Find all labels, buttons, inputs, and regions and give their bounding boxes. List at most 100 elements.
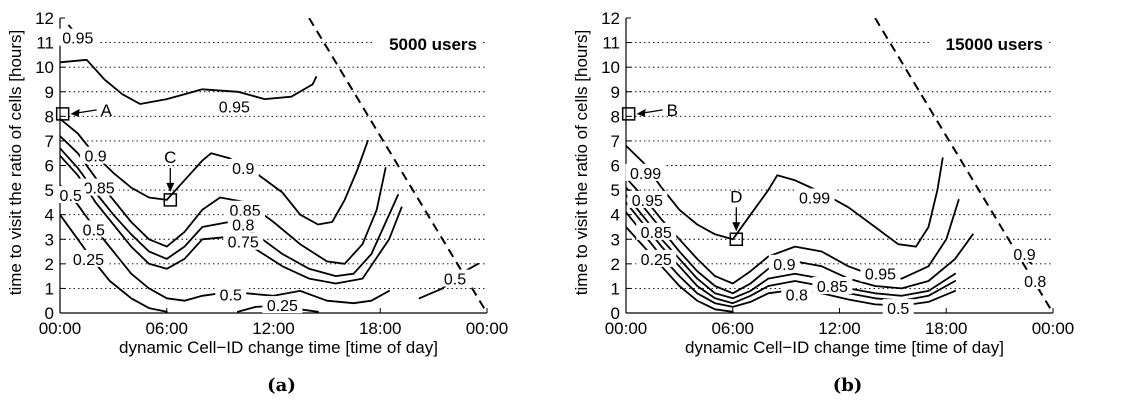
contour-line — [60, 213, 168, 313]
marker-label: A — [101, 101, 113, 120]
marker-arrowhead — [636, 108, 646, 117]
contour-line — [60, 147, 399, 278]
contour-line — [626, 144, 944, 248]
contour-label: 0.9 — [1013, 247, 1035, 264]
y-tick-label: 11 — [602, 34, 620, 53]
x-axis-label: dynamic Cell−ID change time [time of day… — [119, 338, 438, 357]
y-tick-label: 0 — [45, 304, 54, 323]
contour-line — [626, 226, 734, 313]
contour-label: 0.9 — [232, 161, 254, 178]
marker-label: D — [730, 187, 742, 206]
contour-label: 0.8 — [1024, 274, 1046, 291]
contour-label-background — [227, 215, 259, 233]
y-tick-label: 2 — [611, 255, 620, 274]
contour-label: 0.9 — [84, 149, 106, 166]
contour-label: 0.85 — [641, 225, 672, 242]
marker-square — [621, 107, 636, 121]
marker-square — [163, 193, 178, 207]
y-tick-label: 9 — [45, 83, 54, 102]
user-count-label: 5000 users — [389, 35, 477, 54]
chart-panel-a: 0 1 2 3 4 5 6 7 8 9 10 11 12 00:00 06:00 12:00 18:00 00:0… — [0, 0, 566, 406]
marker-arrowhead — [732, 222, 741, 232]
y-tick-label: 5 — [45, 181, 54, 200]
y-tick-label: 4 — [45, 206, 54, 225]
contour-label: 0.85 — [817, 279, 848, 296]
y-tick-label: 9 — [611, 83, 620, 102]
contour-line — [60, 154, 403, 285]
x-tick-label: 18:00 — [359, 319, 402, 338]
x-tick-label: 06:00 — [711, 319, 754, 338]
contour-line — [60, 117, 369, 226]
limit-diagonal-line — [874, 18, 1053, 313]
marker-square — [55, 107, 70, 121]
contour-label: 0.5 — [60, 188, 82, 205]
y-tick-label: 8 — [45, 107, 54, 126]
corner-label-background — [375, 32, 483, 56]
contour-label-background — [636, 222, 677, 240]
y-tick-label: 10 — [35, 58, 54, 77]
contour-label-background — [636, 249, 677, 267]
y-tick-label: 6 — [611, 157, 620, 176]
marker-label: B — [667, 101, 678, 120]
contour-label: 0.75 — [228, 235, 259, 252]
y-tick-label: 1 — [45, 279, 54, 298]
y-tick-label: 12 — [601, 9, 620, 28]
contour-label-background — [627, 190, 668, 208]
contour-line — [626, 194, 957, 300]
contour-label: 0.99 — [630, 166, 661, 183]
marker-square — [729, 232, 744, 246]
contour-label-background — [794, 188, 835, 206]
y-tick-label: 0 — [611, 304, 620, 323]
contour-label-background — [625, 163, 666, 181]
y-tick-label: 4 — [611, 206, 620, 225]
x-tick-label: 12:00 — [818, 319, 861, 338]
contour-label-background — [1019, 272, 1051, 290]
contour-line — [60, 58, 318, 105]
contour-label-background — [860, 264, 901, 282]
contour-label-background — [57, 28, 98, 46]
x-tick-label: 00:00 — [605, 319, 648, 338]
marker-label: C — [164, 148, 176, 167]
y-tick-label: 11 — [36, 34, 54, 53]
contour-label: 0.99 — [799, 190, 830, 207]
contour-line — [626, 186, 974, 295]
x-tick-label: 00:00 — [466, 319, 509, 338]
chart-panel-b: 0 1 2 3 4 5 6 7 8 9 10 11 12 00:00 06:00 12:00 18:00 00:0… — [566, 0, 1132, 406]
corner-label-background — [931, 32, 1049, 56]
contour-label-background — [68, 249, 109, 267]
contour-line — [60, 135, 387, 265]
contour-label: 0.85 — [84, 181, 115, 198]
contour-label-background — [781, 285, 813, 303]
contour-label: 0.9 — [773, 257, 795, 274]
contour-label: 0.5 — [220, 288, 242, 305]
contour-label-background — [215, 285, 247, 303]
x-axis-label: dynamic Cell−ID change time [time of day… — [685, 338, 1004, 357]
contour-label-background — [225, 200, 266, 218]
contour-label: 0.25 — [641, 252, 672, 269]
y-axis-label: time to visit the ratio of cells [hours] — [6, 30, 25, 296]
x-tick-label: 06:00 — [145, 319, 188, 338]
contour-label: 0.95 — [219, 100, 250, 117]
limit-diagonal-line — [308, 18, 487, 313]
contour-label: 0.8 — [786, 288, 808, 305]
user-count-label: 15000 users — [946, 35, 1043, 54]
x-tick-label: 12:00 — [252, 319, 295, 338]
contour-label: 0.95 — [632, 193, 663, 210]
y-tick-label: 3 — [611, 230, 620, 249]
contour-label: 0.95 — [865, 267, 896, 284]
contour-label: 0.5 — [444, 272, 466, 289]
marker-arrowhead — [70, 108, 80, 117]
y-tick-label: 10 — [601, 58, 620, 77]
panel-caption: (a) — [267, 375, 296, 396]
contour-label-background — [439, 269, 471, 287]
contour-label-background — [882, 299, 914, 317]
contour-label-background — [262, 296, 303, 314]
contour-label: 0.95 — [62, 31, 93, 48]
contour-label-background — [78, 220, 110, 238]
y-tick-label: 7 — [611, 132, 620, 151]
contour-line — [60, 184, 391, 305]
x-tick-label: 00:00 — [1032, 319, 1075, 338]
marker-arrowhead — [166, 182, 175, 192]
